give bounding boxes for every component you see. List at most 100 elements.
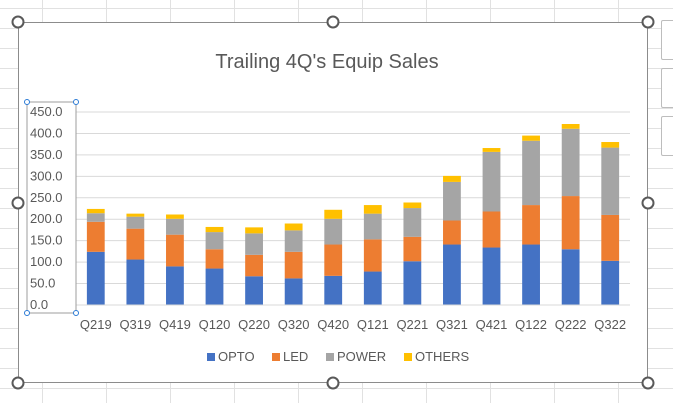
y-tick-label: 50.0	[30, 276, 55, 291]
bar-led	[363, 239, 382, 272]
chart-styles-button[interactable]: ✎	[661, 68, 673, 108]
x-tick-label: Q121	[357, 317, 389, 332]
legend-label: LED	[283, 349, 308, 364]
bar-power	[403, 208, 422, 237]
bar-others	[363, 205, 382, 214]
bar-led	[601, 214, 620, 261]
bar-opto	[403, 261, 422, 305]
bar-power	[522, 140, 540, 206]
bar-opto	[126, 259, 145, 305]
bar-opto	[205, 268, 224, 305]
bar-opto	[324, 275, 343, 305]
bar-power	[86, 213, 105, 222]
bar-led	[403, 236, 422, 262]
bar-others	[86, 208, 105, 214]
bar-opto	[443, 244, 461, 305]
chart-title: Trailing 4Q's Equip Sales	[215, 51, 438, 73]
legend-swatch	[207, 353, 215, 361]
bar-led	[482, 211, 501, 248]
bar-led	[522, 205, 540, 245]
legend-label: OTHERS	[415, 349, 470, 364]
bar-others	[443, 175, 461, 182]
bar-power	[205, 232, 224, 250]
bar-power	[166, 218, 184, 235]
y-tick-label: 200.0	[30, 211, 63, 226]
bar-power	[443, 181, 461, 221]
bar-power	[363, 213, 382, 240]
bar-power	[324, 218, 343, 245]
bar-others	[403, 202, 422, 209]
x-tick-label: Q122	[515, 317, 547, 332]
bar-others	[284, 223, 303, 231]
bar-power	[126, 216, 145, 229]
y-tick-label: 150.0	[30, 233, 63, 248]
x-tick-label: Q219	[80, 317, 112, 332]
bar-opto	[86, 251, 105, 305]
bar-opto	[245, 276, 263, 305]
x-tick-label: Q222	[555, 317, 587, 332]
bar-power	[245, 233, 263, 255]
bar-power	[284, 230, 303, 252]
x-tick-label: Q120	[199, 317, 231, 332]
x-tick-label: Q221	[396, 317, 428, 332]
bar-led	[324, 244, 343, 276]
bar-others	[126, 213, 145, 217]
bar-led	[166, 234, 184, 267]
axis-selection-box[interactable]	[24, 99, 79, 316]
x-tick-label: Q420	[317, 317, 349, 332]
y-tick-label: 250.0	[30, 190, 63, 205]
bar-opto	[284, 278, 303, 305]
bar-others	[245, 227, 263, 234]
x-tick-label: Q319	[119, 317, 151, 332]
bar-opto	[166, 266, 184, 305]
bar-others	[482, 148, 501, 152]
legend-swatch	[326, 353, 334, 361]
bar-led	[245, 254, 263, 277]
y-tick-label: 350.0	[30, 147, 63, 162]
x-tick-label: Q421	[476, 317, 508, 332]
bar-others	[601, 142, 620, 148]
chart-elements-button[interactable]	[661, 20, 673, 60]
legend: OPTO LED POWER OTHERS	[207, 349, 470, 364]
bar-opto	[561, 249, 580, 305]
y-tick-label: 300.0	[30, 168, 63, 183]
legend-label: OPTO	[218, 349, 255, 364]
bar-power	[482, 151, 501, 212]
bar-led	[561, 196, 580, 250]
y-tick-label: 0.0	[30, 297, 48, 312]
bar-led	[205, 249, 224, 269]
bar-opto	[363, 271, 382, 305]
bar-others	[561, 124, 580, 129]
x-tick-label: Q419	[159, 317, 191, 332]
y-tick-label: 400.0	[30, 125, 63, 140]
bar-opto	[601, 260, 620, 305]
bars	[86, 124, 620, 305]
legend-swatch	[404, 353, 412, 361]
bar-led	[126, 228, 145, 260]
gridlines	[76, 111, 630, 285]
x-tick-label: Q322	[594, 317, 626, 332]
bar-others	[522, 135, 540, 141]
legend-label: POWER	[337, 349, 386, 364]
y-axis-ticks: 0.0 50.0 100.0 150.0 200.0 250.0 300.0 350.0 400…	[30, 104, 63, 312]
x-tick-label: Q220	[238, 317, 270, 332]
bar-others	[205, 226, 224, 233]
bar-opto	[482, 247, 501, 305]
y-tick-label: 450.0	[30, 104, 63, 119]
legend-swatch	[272, 353, 280, 361]
bar-led	[284, 251, 303, 279]
bar-power	[561, 128, 580, 197]
bar-others	[324, 209, 343, 219]
chart-area[interactable]	[18, 22, 648, 383]
x-tick-label: Q320	[278, 317, 310, 332]
resize-handles[interactable]	[11, 15, 655, 390]
x-tick-label: Q321	[436, 317, 468, 332]
bar-led	[86, 221, 105, 252]
x-axis-ticks: Q219 Q319 Q419 Q120 Q220 Q320 Q420 Q121 Q221 Q321…	[80, 317, 626, 332]
y-tick-label: 100.0	[30, 254, 63, 269]
bar-opto	[522, 244, 540, 305]
bar-led	[443, 220, 461, 245]
chart-filters-button[interactable]: ⊽	[661, 116, 673, 156]
bar-power	[601, 147, 620, 215]
